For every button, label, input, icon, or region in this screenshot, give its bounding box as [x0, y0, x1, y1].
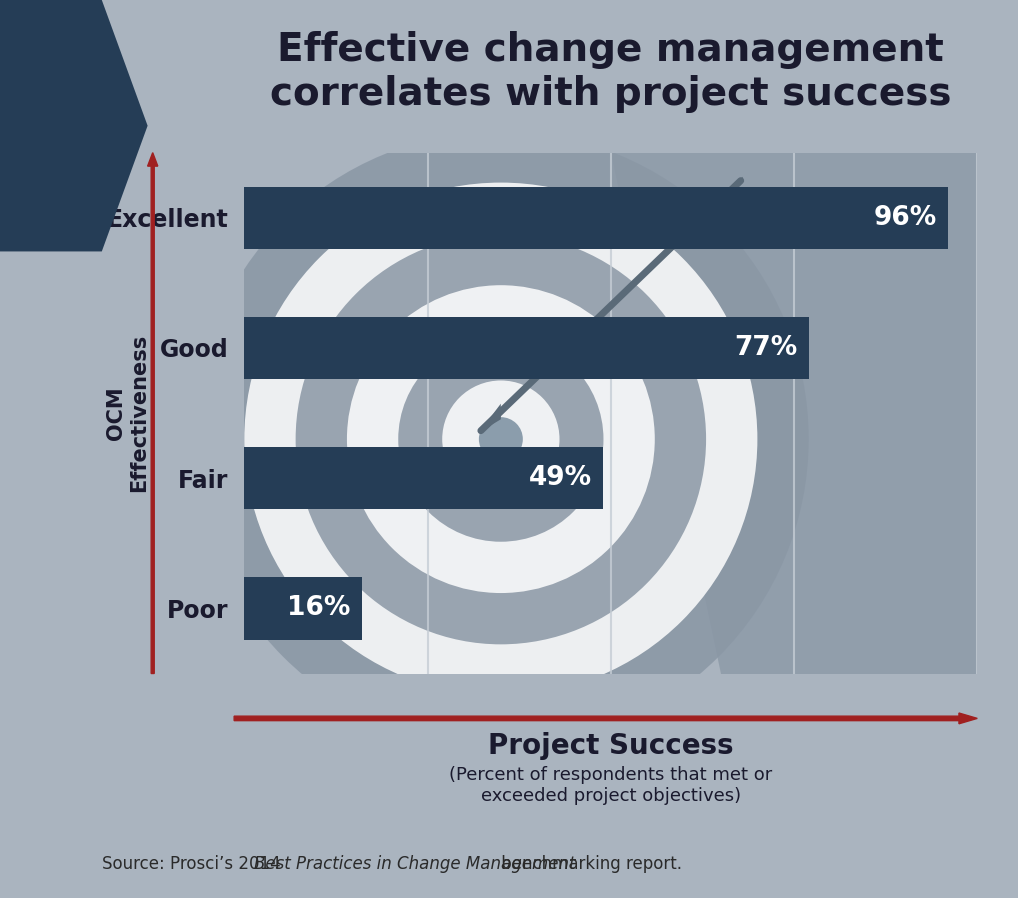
Text: OCM
Effectiveness: OCM Effectiveness — [106, 334, 149, 492]
Text: Effective change management
correlates with project success: Effective change management correlates w… — [270, 31, 952, 113]
Ellipse shape — [244, 182, 757, 696]
Text: 96%: 96% — [873, 205, 937, 231]
Text: 77%: 77% — [734, 335, 798, 361]
Ellipse shape — [295, 233, 706, 645]
Text: benchmarking report.: benchmarking report. — [497, 855, 682, 873]
FancyArrow shape — [478, 177, 743, 433]
Polygon shape — [611, 153, 977, 674]
Text: 49%: 49% — [529, 465, 592, 491]
Text: Best Practices in Change Management: Best Practices in Change Management — [254, 855, 575, 873]
Text: Source: Prosci’s 2014: Source: Prosci’s 2014 — [102, 855, 286, 873]
Text: Project Success: Project Success — [488, 732, 734, 760]
Text: (Percent of respondents that met or
exceeded project objectives): (Percent of respondents that met or exce… — [449, 766, 773, 805]
Ellipse shape — [442, 381, 560, 497]
Text: 16%: 16% — [287, 595, 350, 621]
Ellipse shape — [478, 418, 523, 461]
FancyBboxPatch shape — [244, 317, 808, 379]
Ellipse shape — [193, 131, 808, 747]
FancyBboxPatch shape — [244, 577, 361, 639]
Ellipse shape — [347, 286, 655, 593]
FancyBboxPatch shape — [244, 447, 604, 509]
FancyBboxPatch shape — [244, 187, 948, 249]
Ellipse shape — [398, 337, 604, 541]
